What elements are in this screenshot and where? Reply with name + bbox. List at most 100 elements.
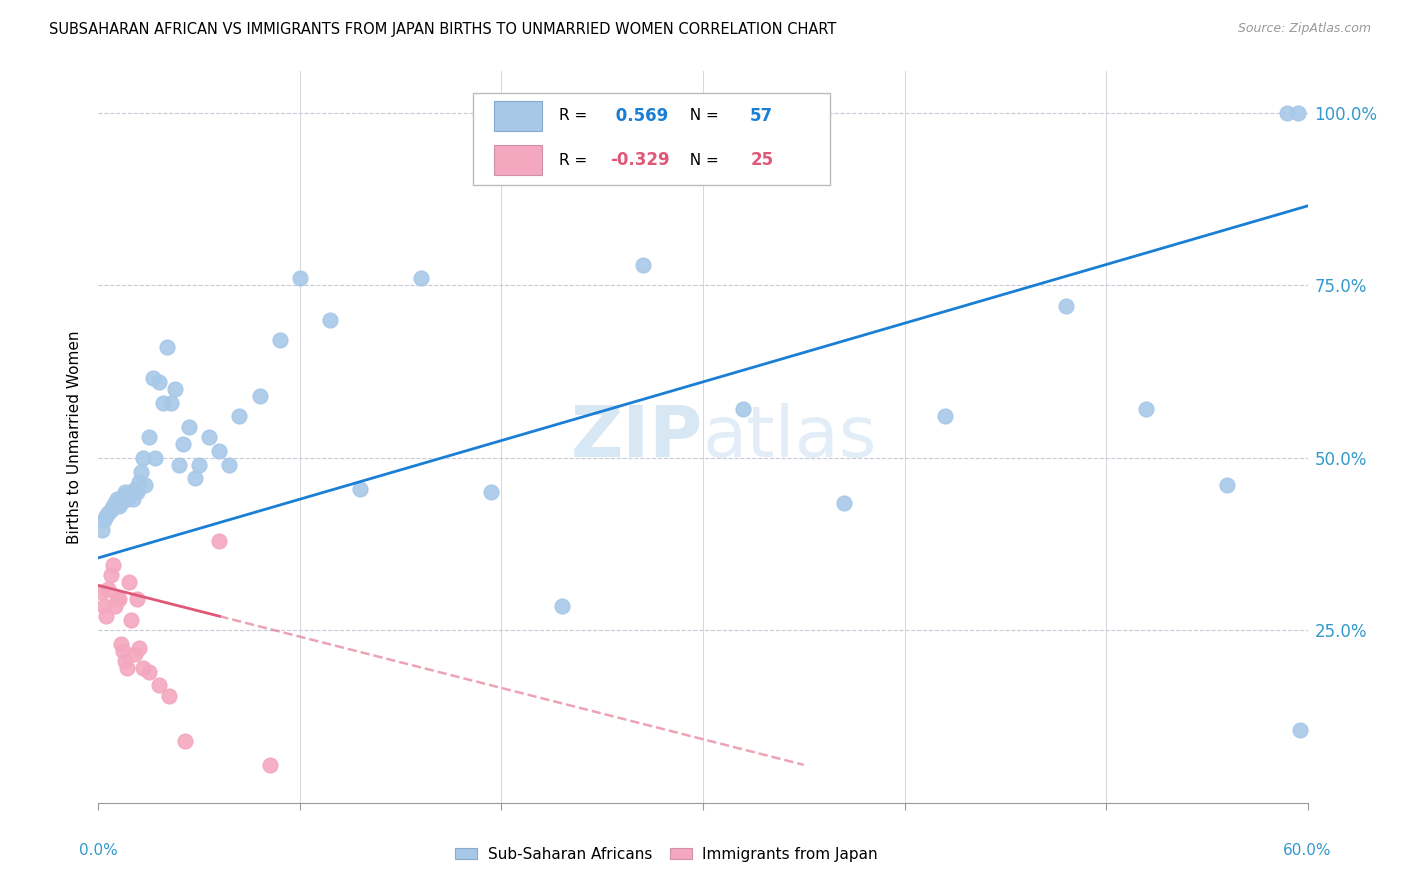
- Point: [1135, 402, 1157, 417]
- Text: N =: N =: [681, 109, 724, 123]
- Point: [349, 482, 371, 496]
- Text: Source: ZipAtlas.com: Source: ZipAtlas.com: [1237, 22, 1371, 36]
- Point: [134, 478, 156, 492]
- Point: [160, 395, 183, 409]
- Point: [110, 495, 132, 509]
- Text: SUBSAHARAN AFRICAN VS IMMIGRANTS FROM JAPAN BIRTHS TO UNMARRIED WOMEN CORRELATIO: SUBSAHARAN AFRICAN VS IMMIGRANTS FROM JA…: [49, 22, 837, 37]
- FancyBboxPatch shape: [474, 94, 830, 185]
- Point: [91, 523, 114, 537]
- Point: [172, 437, 194, 451]
- Point: [1288, 723, 1310, 738]
- Point: [269, 334, 291, 348]
- Point: [101, 499, 124, 513]
- Point: [124, 648, 146, 662]
- Point: [179, 419, 201, 434]
- Point: [1286, 105, 1309, 120]
- Text: atlas: atlas: [703, 402, 877, 472]
- Point: [100, 502, 122, 516]
- Point: [128, 640, 150, 655]
- FancyBboxPatch shape: [494, 145, 543, 175]
- Point: [101, 558, 124, 572]
- Text: R =: R =: [560, 109, 592, 123]
- Point: [118, 489, 141, 503]
- Point: [319, 312, 342, 326]
- Point: [157, 689, 180, 703]
- Point: [121, 492, 143, 507]
- Point: [125, 485, 148, 500]
- Point: [96, 609, 118, 624]
- Point: [551, 599, 574, 614]
- FancyBboxPatch shape: [494, 102, 543, 130]
- Point: [93, 513, 115, 527]
- Point: [97, 582, 120, 596]
- Point: [118, 574, 141, 589]
- Point: [481, 485, 503, 500]
- Point: [132, 661, 155, 675]
- Point: [97, 506, 120, 520]
- Point: [129, 465, 152, 479]
- Point: [148, 375, 170, 389]
- Text: -0.329: -0.329: [610, 151, 669, 169]
- Point: [733, 402, 755, 417]
- Point: [409, 271, 432, 285]
- Point: [132, 450, 155, 465]
- Point: [93, 599, 115, 614]
- Point: [110, 637, 132, 651]
- Point: [148, 678, 170, 692]
- Point: [143, 450, 166, 465]
- Point: [120, 485, 142, 500]
- Point: [184, 471, 207, 485]
- Point: [174, 733, 197, 747]
- Point: [259, 757, 281, 772]
- Legend: Sub-Saharan Africans, Immigrants from Japan: Sub-Saharan Africans, Immigrants from Ja…: [450, 841, 884, 868]
- Point: [105, 492, 128, 507]
- Point: [138, 430, 160, 444]
- Text: R =: R =: [560, 153, 592, 168]
- Text: N =: N =: [681, 153, 724, 168]
- Point: [1054, 299, 1077, 313]
- Point: [128, 475, 150, 489]
- Point: [208, 443, 231, 458]
- Point: [114, 485, 136, 500]
- Text: 0.569: 0.569: [610, 107, 668, 125]
- Point: [208, 533, 231, 548]
- Point: [631, 258, 654, 272]
- Point: [125, 592, 148, 607]
- Point: [105, 592, 128, 607]
- Point: [124, 482, 146, 496]
- Point: [120, 613, 142, 627]
- Point: [152, 395, 174, 409]
- Point: [228, 409, 250, 424]
- Point: [107, 499, 129, 513]
- Point: [1277, 105, 1299, 120]
- Text: 25: 25: [751, 151, 773, 169]
- Point: [103, 599, 125, 614]
- Point: [188, 458, 211, 472]
- Point: [107, 592, 129, 607]
- Point: [115, 661, 138, 675]
- Point: [156, 340, 179, 354]
- Point: [832, 495, 855, 509]
- Point: [218, 458, 240, 472]
- Point: [1216, 478, 1239, 492]
- Point: [115, 492, 138, 507]
- Point: [111, 644, 134, 658]
- Point: [288, 271, 311, 285]
- Point: [167, 458, 190, 472]
- Point: [198, 430, 221, 444]
- Point: [91, 585, 114, 599]
- Text: 57: 57: [751, 107, 773, 125]
- Text: 0.0%: 0.0%: [79, 843, 118, 858]
- Point: [96, 509, 118, 524]
- Point: [163, 382, 186, 396]
- Point: [114, 654, 136, 668]
- Point: [249, 389, 271, 403]
- Point: [111, 489, 134, 503]
- Point: [138, 665, 160, 679]
- Point: [103, 495, 125, 509]
- Point: [142, 371, 165, 385]
- Y-axis label: Births to Unmarried Women: Births to Unmarried Women: [67, 330, 83, 544]
- Text: 60.0%: 60.0%: [1284, 843, 1331, 858]
- Text: ZIP: ZIP: [571, 402, 703, 472]
- Point: [934, 409, 956, 424]
